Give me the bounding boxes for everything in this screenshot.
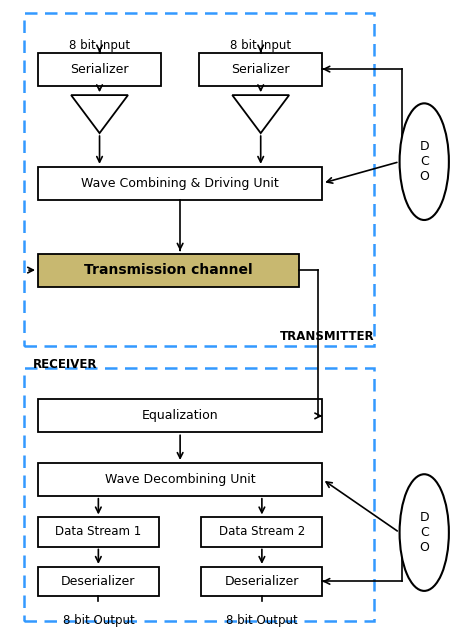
FancyBboxPatch shape (38, 517, 159, 547)
FancyBboxPatch shape (38, 53, 161, 86)
FancyBboxPatch shape (38, 167, 322, 200)
Text: Data Stream 2: Data Stream 2 (219, 526, 305, 538)
FancyBboxPatch shape (38, 254, 299, 287)
Text: D
C
O: D C O (419, 511, 429, 554)
Text: Serializer: Serializer (231, 63, 290, 75)
Text: TRANSMITTER: TRANSMITTER (280, 330, 374, 343)
FancyBboxPatch shape (38, 399, 322, 432)
Text: Transmission channel: Transmission channel (84, 263, 253, 277)
Text: Wave Combining & Driving Unit: Wave Combining & Driving Unit (81, 177, 279, 190)
Text: D
C
O: D C O (419, 140, 429, 183)
FancyBboxPatch shape (199, 53, 322, 86)
Text: Data Stream 1: Data Stream 1 (55, 526, 141, 538)
FancyBboxPatch shape (38, 463, 322, 496)
Text: 8 bit Input: 8 bit Input (230, 39, 291, 52)
Text: 8 bit Input: 8 bit Input (69, 39, 130, 52)
Text: 8 bit Output: 8 bit Output (63, 614, 135, 626)
Ellipse shape (400, 103, 449, 220)
Text: Deserializer: Deserializer (225, 575, 299, 588)
Text: Deserializer: Deserializer (61, 575, 136, 588)
Text: Wave Decombining Unit: Wave Decombining Unit (105, 473, 255, 486)
FancyBboxPatch shape (201, 567, 322, 596)
Text: Serializer: Serializer (70, 63, 129, 75)
Ellipse shape (400, 474, 449, 591)
Text: 8 bit Output: 8 bit Output (226, 614, 298, 626)
FancyBboxPatch shape (201, 517, 322, 547)
FancyBboxPatch shape (38, 567, 159, 596)
Text: RECEIVER: RECEIVER (33, 358, 98, 371)
Text: Equalization: Equalization (142, 410, 219, 422)
